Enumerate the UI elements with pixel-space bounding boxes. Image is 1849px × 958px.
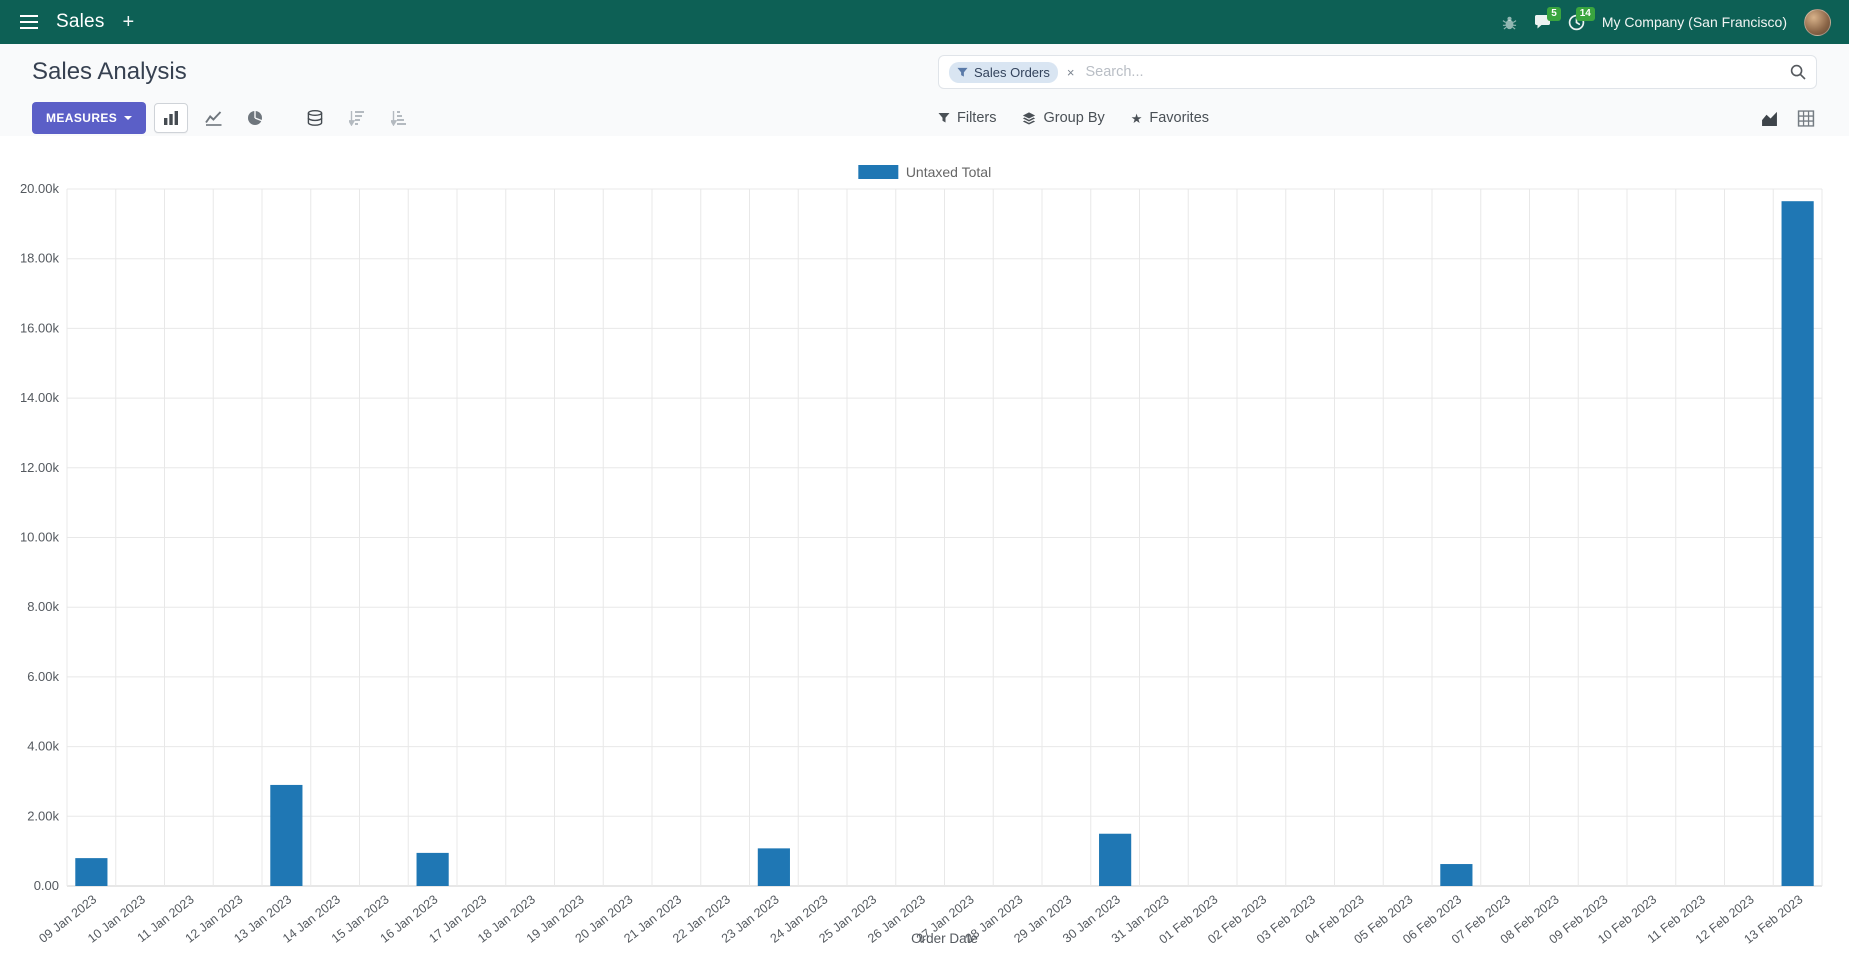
chart-legend[interactable]: Untaxed Total xyxy=(857,164,992,180)
y-tick-label: 18.00k xyxy=(20,251,60,266)
company-switcher[interactable]: My Company (San Francisco) xyxy=(1601,14,1787,30)
chart-bar[interactable] xyxy=(416,852,449,886)
group-by-button[interactable]: Group By xyxy=(1022,110,1105,126)
sort-amount-asc-icon xyxy=(391,111,407,126)
chat-bubble-icon xyxy=(1534,15,1550,29)
measures-label: MEASURES xyxy=(46,111,118,125)
chevron-down-icon xyxy=(124,116,133,120)
view-switcher xyxy=(1758,100,1817,136)
pie-chart-icon xyxy=(248,110,263,125)
chart-bar[interactable] xyxy=(75,858,108,886)
database-stack-icon xyxy=(307,110,323,126)
legend-label: Untaxed Total xyxy=(905,164,992,180)
search-options: Filters Group By ★ Favorites xyxy=(938,100,1209,136)
chart-bar[interactable] xyxy=(1099,833,1132,886)
x-axis-title: Order Date xyxy=(911,931,978,946)
filters-funnel-icon xyxy=(938,113,950,123)
plus-icon[interactable]: + xyxy=(119,8,139,36)
group-by-label: Group By xyxy=(1043,110,1105,126)
favorites-button[interactable]: ★ Favorites xyxy=(1131,110,1209,126)
stacked-view-button[interactable] xyxy=(298,103,332,133)
area-chart-icon xyxy=(1762,111,1777,126)
y-tick-label: 20.00k xyxy=(20,181,60,196)
search-facet-sales-orders[interactable]: Sales Orders xyxy=(949,61,1058,83)
facet-remove-icon[interactable]: × xyxy=(1066,64,1075,80)
sort-descending-button[interactable] xyxy=(340,103,374,133)
measures-button[interactable]: MEASURES xyxy=(32,102,147,134)
navbar-left: Sales + xyxy=(0,8,138,36)
bar-chart-button[interactable] xyxy=(154,103,189,133)
debug-bug-icon[interactable] xyxy=(1502,15,1517,30)
activities-badge: 14 xyxy=(1575,6,1595,21)
y-tick-label: 12.00k xyxy=(20,460,60,475)
layers-icon xyxy=(1023,111,1036,125)
y-tick-label: 2.00k xyxy=(27,808,59,823)
control-panel: Sales Analysis Sales Orders × xyxy=(0,44,1849,136)
pivot-view-button[interactable] xyxy=(1795,108,1817,129)
star-icon: ★ xyxy=(1130,110,1143,126)
filters-button[interactable]: Filters xyxy=(938,110,996,126)
chart-bar[interactable] xyxy=(757,848,790,886)
sales-analysis-bar-chart: 0.00 2.00k 4.00k 6.00k 8.00k 10.00k 12.00k 14.0… xyxy=(20,181,1823,947)
search-bar[interactable]: Sales Orders × xyxy=(938,55,1817,89)
chart-toolbar: MEASURES xyxy=(32,102,416,134)
chart-bar[interactable] xyxy=(270,784,303,886)
hamburger-icon xyxy=(20,15,38,29)
breadcrumb-row: Sales Analysis Sales Orders × xyxy=(0,44,1849,100)
bug-icon xyxy=(1502,16,1517,30)
chart-bar[interactable] xyxy=(1440,864,1473,886)
y-tick-label: 10.00k xyxy=(20,530,60,545)
y-tick-label: 6.00k xyxy=(27,669,59,684)
y-tick-label: 14.00k xyxy=(20,390,60,405)
search-facet-label: Sales Orders xyxy=(974,64,1050,80)
search-icon[interactable] xyxy=(1790,64,1806,80)
filter-funnel-icon xyxy=(957,67,968,77)
line-chart-icon xyxy=(204,111,222,126)
navbar-systray: 5 14 My Company (San Francisco) xyxy=(1502,6,1831,36)
pivot-table-icon xyxy=(1797,109,1815,127)
bar-chart-icon xyxy=(164,111,179,125)
y-tick-label: 8.00k xyxy=(27,599,59,614)
top-navbar: Sales + 5 14 xyxy=(0,0,1849,44)
sort-ascending-button[interactable] xyxy=(382,103,416,133)
chart-bar[interactable] xyxy=(1781,201,1814,886)
graph-view-button[interactable] xyxy=(1758,108,1781,129)
pie-chart-button[interactable] xyxy=(238,103,272,133)
chart-area: Untaxed Total 0.00 2.00k 4.00k 6.00k 8.00k 10… xyxy=(0,136,1849,958)
messages-badge: 5 xyxy=(1547,7,1561,21)
page-title: Sales Analysis xyxy=(32,58,187,85)
search-input[interactable] xyxy=(1083,63,1782,81)
app-name[interactable]: Sales xyxy=(56,11,105,32)
sort-amount-desc-icon xyxy=(349,111,365,126)
filters-label: Filters xyxy=(957,110,997,126)
toolbar-row: MEASURES xyxy=(0,100,1849,136)
favorites-label: Favorites xyxy=(1149,110,1210,126)
y-tick-label: 4.00k xyxy=(27,739,59,754)
line-chart-button[interactable] xyxy=(196,103,230,133)
messages-menu[interactable]: 5 xyxy=(1534,7,1561,30)
y-tick-label: 0.00 xyxy=(34,878,59,893)
activities-menu[interactable]: 14 xyxy=(1568,6,1595,31)
y-tick-label: 16.00k xyxy=(20,320,60,335)
user-avatar[interactable] xyxy=(1804,8,1831,36)
legend-swatch xyxy=(857,165,898,179)
apps-menu-icon[interactable] xyxy=(16,11,42,33)
